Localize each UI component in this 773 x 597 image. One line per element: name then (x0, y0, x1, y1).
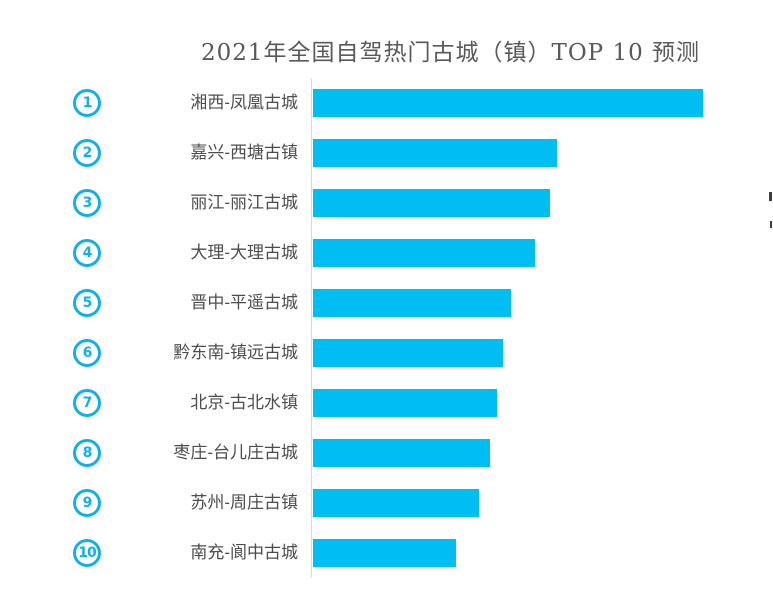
rank-badge: 5 (73, 289, 101, 317)
rank-badge: 3 (73, 189, 101, 217)
bar (313, 489, 479, 517)
chart-row: 1 湘西-凤凰古城 (0, 78, 773, 128)
rank-badge: 1 (73, 89, 101, 117)
bar (313, 439, 490, 467)
clipped-text-artifact-2 (770, 221, 772, 228)
bar (313, 189, 550, 217)
chart-rows: 1 湘西-凤凰古城 2 嘉兴-西塘古镇 3 丽江-丽江古城 4 大理-大理古城 … (0, 78, 773, 578)
bar (313, 89, 703, 117)
rank-badge: 7 (73, 389, 101, 417)
rank-badge: 10 (73, 539, 101, 567)
bar-label: 南充-阆中古城 (190, 543, 298, 562)
chart-row: 10 南充-阆中古城 (0, 528, 773, 578)
rank-badge: 8 (73, 439, 101, 467)
rank-badge: 9 (73, 489, 101, 517)
bar (313, 139, 557, 167)
chart-row: 7 北京-古北水镇 (0, 378, 773, 428)
bar-label: 丽江-丽江古城 (190, 193, 298, 212)
rank-badge: 6 (73, 339, 101, 367)
bar-label: 北京-古北水镇 (190, 393, 298, 412)
bar-label: 晋中-平遥古城 (190, 293, 298, 312)
chart-row: 4 大理-大理古城 (0, 228, 773, 278)
bar (313, 539, 456, 567)
bar-label: 苏州-周庄古镇 (190, 493, 298, 512)
chart-row: 6 黔东南-镇远古城 (0, 328, 773, 378)
axis-line (311, 78, 312, 578)
chart-title: 2021年全国自驾热门古城（镇）TOP 10 预测 (200, 40, 701, 66)
bar-label: 大理-大理古城 (190, 243, 298, 262)
bar-label: 枣庄-台儿庄古城 (173, 443, 298, 462)
bar (313, 339, 503, 367)
bar (313, 289, 511, 317)
bar-label: 嘉兴-西塘古镇 (190, 143, 298, 162)
chart-row: 8 枣庄-台儿庄古城 (0, 428, 773, 478)
bar (313, 389, 497, 417)
rank-badge: 4 (73, 239, 101, 267)
chart-row: 2 嘉兴-西塘古镇 (0, 128, 773, 178)
clipped-text-artifact-1 (769, 192, 772, 201)
chart-row: 3 丽江-丽江古城 (0, 178, 773, 228)
bar (313, 239, 535, 267)
bar-label: 黔东南-镇远古城 (173, 343, 298, 362)
chart-row: 9 苏州-周庄古镇 (0, 478, 773, 528)
rank-badge: 2 (73, 139, 101, 167)
bar-label: 湘西-凤凰古城 (190, 93, 298, 112)
chart-row: 5 晋中-平遥古城 (0, 278, 773, 328)
